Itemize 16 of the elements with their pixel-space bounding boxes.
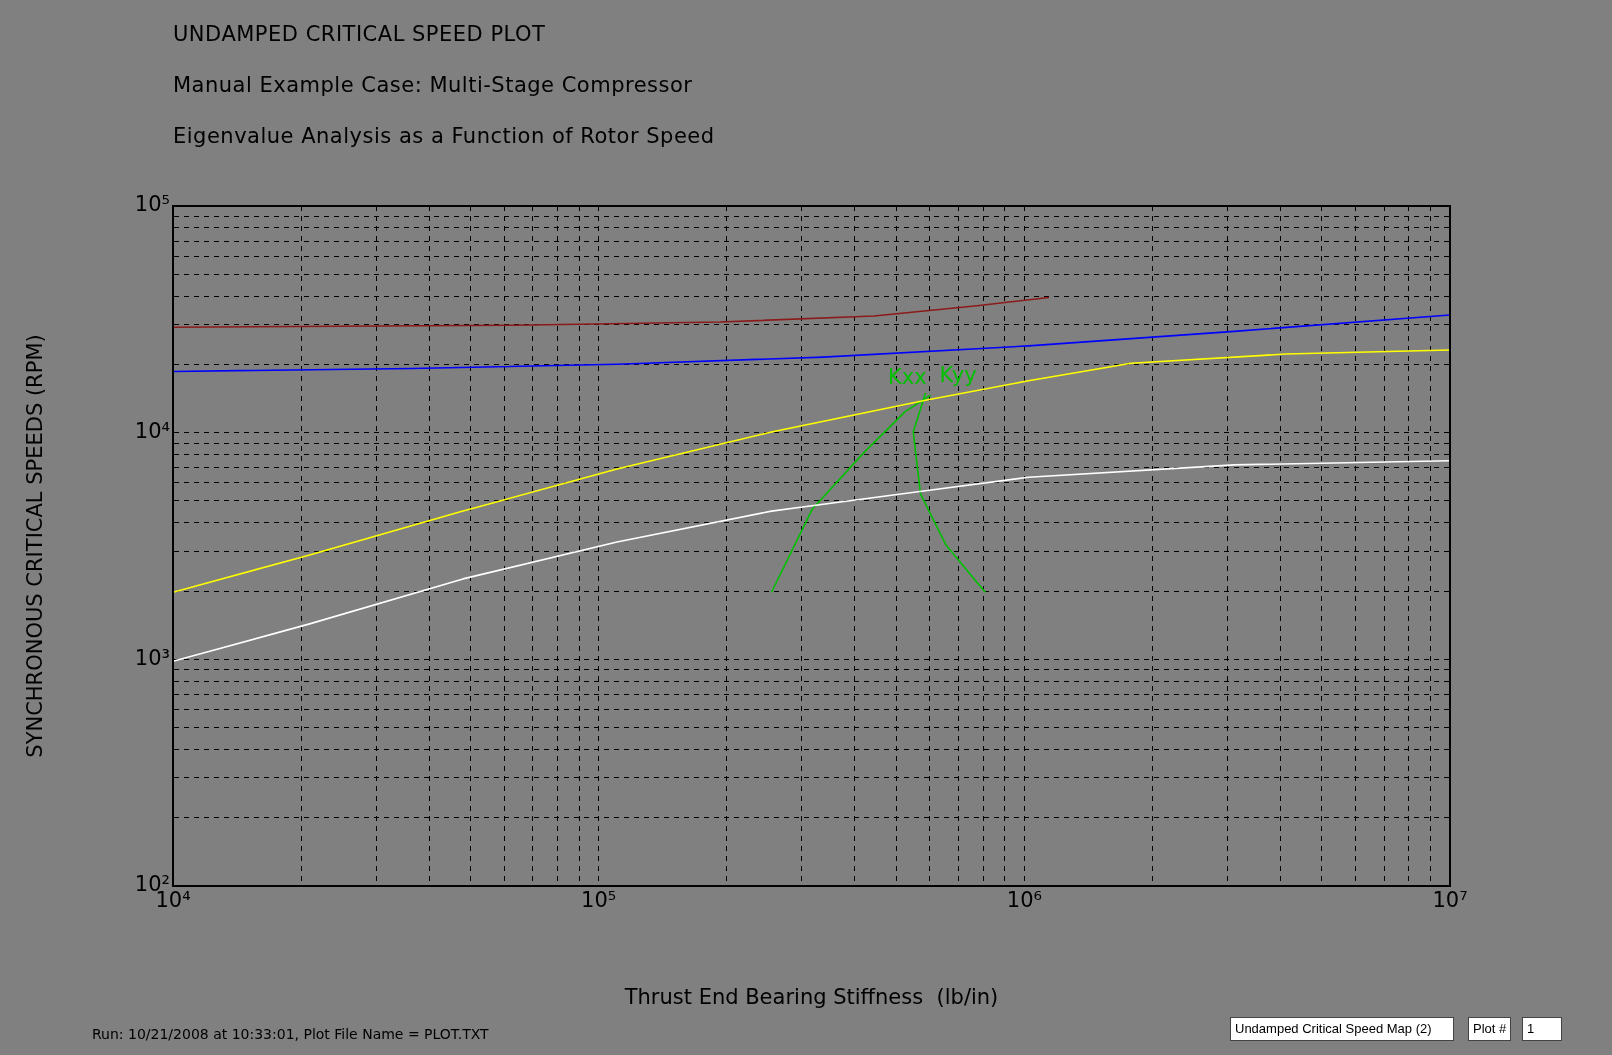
x-tick-label: 10⁶ — [1006, 888, 1042, 913]
y-axis-title: SYNCHRONOUS CRITICAL SPEEDS (RPM) — [23, 334, 48, 758]
x-tick-label: 10⁷ — [1432, 888, 1468, 913]
x-tick-label: 10⁵ — [581, 888, 617, 913]
text: Manual Example Case: Multi-Stage Compressor Eigenvalue Analysis as a Function of Rotor Speed — [173, 73, 715, 148]
text: Run: 10/21/2008 at 10:33:01, Plot File Name = PLOT.TXT — [92, 1026, 489, 1042]
number-field: 1 — [1522, 1017, 1562, 1041]
label-field: Plot # — [1468, 1017, 1512, 1041]
chart-title: UNDAMPED CRITICAL SPEED PLOT — [173, 22, 546, 46]
series-label: Kyy — [939, 362, 977, 387]
y-tick-label: 10⁵ — [134, 192, 170, 217]
y-tick-label: 10⁴ — [134, 419, 170, 444]
series-label: Kxx — [888, 365, 927, 390]
y-tick-label: 10³ — [134, 645, 170, 670]
dropdown-field: Undamped Critical Speed Map (2) — [1230, 1017, 1454, 1041]
x-axis-title: Thrust End Bearing Stiffness (lb/in) — [623, 984, 999, 1009]
